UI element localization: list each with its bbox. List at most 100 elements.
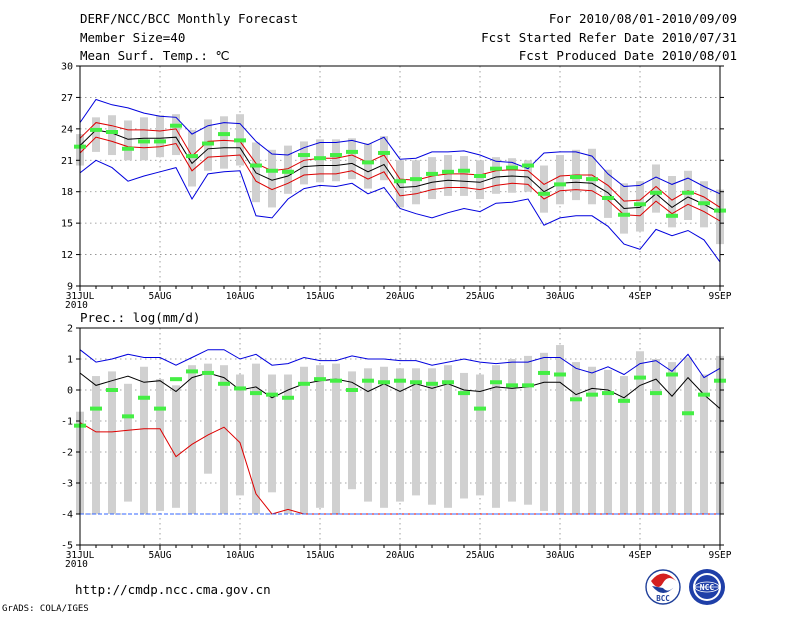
observed-marker — [234, 138, 246, 143]
spread-box — [508, 158, 516, 193]
y-tick-label: 18 — [61, 187, 73, 198]
spread-box — [524, 160, 532, 192]
observed-marker — [618, 212, 630, 217]
observed-marker — [138, 139, 150, 144]
forecast-period-label: For 2010/08/01-2010/09/09 — [548, 11, 737, 26]
observed-marker — [474, 406, 486, 411]
x-tick-label: 25AUG — [466, 550, 495, 561]
spread-box — [300, 366, 308, 514]
observed-marker — [218, 381, 230, 386]
spread-box — [556, 345, 564, 514]
y-tick-label: 21 — [61, 156, 73, 167]
observed-marker — [346, 149, 358, 154]
observed-marker — [266, 392, 278, 397]
spread-box — [700, 374, 708, 514]
spread-box — [316, 365, 324, 508]
spread-box — [444, 155, 452, 196]
spread-box — [92, 376, 100, 514]
spread-box — [540, 352, 548, 511]
x-tick-label: 5AUG — [149, 550, 172, 561]
observed-marker — [650, 190, 662, 195]
observed-marker — [458, 168, 470, 173]
spread-box — [348, 371, 356, 490]
spread-box — [188, 129, 196, 187]
spread-box — [604, 369, 612, 514]
y-tick-label: 27 — [61, 93, 73, 104]
observed-marker — [394, 179, 406, 184]
observed-marker — [682, 190, 694, 195]
observed-marker — [570, 175, 582, 180]
observed-marker — [106, 130, 118, 134]
grads-credit: GrADS: COLA/IGES — [2, 604, 89, 614]
precipitation-panel: -5 -4 -3 -2 -1 0 1 2 31JUL 5AUG 10AUG 15AUG 20AUG 25A… — [61, 310, 732, 570]
x-tick-label: 31JUL — [66, 291, 95, 302]
spread-box — [188, 365, 196, 514]
observed-marker — [522, 383, 534, 388]
y-tick-label: -2 — [61, 448, 73, 459]
temperature-panel-title: Mean Surf. Temp.: ℃ — [80, 48, 230, 63]
spread-box — [636, 181, 644, 232]
observed-marker — [538, 191, 550, 196]
observed-marker — [666, 213, 678, 218]
observed-marker — [170, 377, 182, 382]
observed-marker — [378, 150, 390, 155]
observed-marker — [490, 380, 502, 385]
spread-box — [108, 371, 116, 514]
series-line-max — [79, 349, 721, 379]
forecast-produced-date-label: Fcst Produced Date 2010/08/01 — [518, 48, 737, 63]
observed-marker — [186, 369, 198, 374]
spread-box — [140, 117, 148, 161]
observed-marker — [90, 406, 102, 411]
y-tick-label: -3 — [61, 479, 73, 490]
source-url[interactable]: http://cmdp.ncc.cma.gov.cn — [75, 582, 271, 597]
member-size-label: Member Size=40 — [80, 30, 186, 45]
forecast-start-date-label: Fcst Started Refer Date 2010/07/31 — [481, 30, 737, 45]
spread-box — [428, 368, 436, 505]
x-tick-label: 4SEP — [629, 291, 652, 302]
observed-marker — [586, 177, 598, 182]
spread-box — [156, 115, 164, 158]
spread-box — [172, 114, 180, 156]
observed-marker — [122, 146, 134, 151]
observed-marker — [522, 163, 534, 168]
observed-marker — [218, 132, 230, 137]
observed-marker — [442, 380, 454, 385]
spread-box — [380, 136, 388, 181]
observed-marker — [138, 395, 150, 400]
y-tick-label: 30 — [61, 62, 73, 73]
observed-marker — [362, 160, 374, 165]
chart-title: DERF/NCC/BCC Monthly Forecast — [80, 11, 299, 26]
observed-marker — [250, 163, 262, 168]
x-tick-label: 15AUG — [306, 550, 335, 561]
spread-box — [124, 120, 132, 161]
series-line-p25 — [79, 136, 721, 222]
observed-marker — [154, 139, 166, 144]
spread-box — [236, 374, 244, 496]
observed-marker — [554, 372, 566, 377]
spread-box — [364, 368, 372, 502]
y-tick-label: -4 — [61, 510, 73, 521]
spread-box — [684, 170, 692, 220]
spread-box — [348, 138, 356, 180]
observed-marker — [506, 165, 518, 170]
spread-box — [588, 366, 596, 514]
series-line-max — [79, 98, 721, 195]
x-tick-label: 15AUG — [306, 291, 335, 302]
observed-marker — [426, 381, 438, 386]
spread-box — [668, 176, 676, 228]
x-tick-label: 30AUG — [546, 550, 575, 561]
spread-box — [268, 149, 276, 208]
observed-marker — [538, 370, 550, 375]
observed-marker — [698, 201, 710, 206]
observed-marker — [266, 168, 278, 173]
observed-marker — [570, 397, 582, 402]
observed-marker — [314, 156, 326, 161]
observed-marker — [602, 391, 614, 396]
x-tick-label: 4SEP — [629, 550, 652, 561]
spread-box — [284, 374, 292, 514]
observed-marker — [442, 169, 454, 174]
observed-marker — [282, 169, 294, 174]
spread-box — [604, 169, 612, 218]
x-year-label: 2010 — [65, 300, 88, 311]
temperature-panel: 9 12 15 18 21 24 27 30 31JUL 5AUG 10AUG 15AUG 20AUG 2… — [61, 62, 732, 312]
